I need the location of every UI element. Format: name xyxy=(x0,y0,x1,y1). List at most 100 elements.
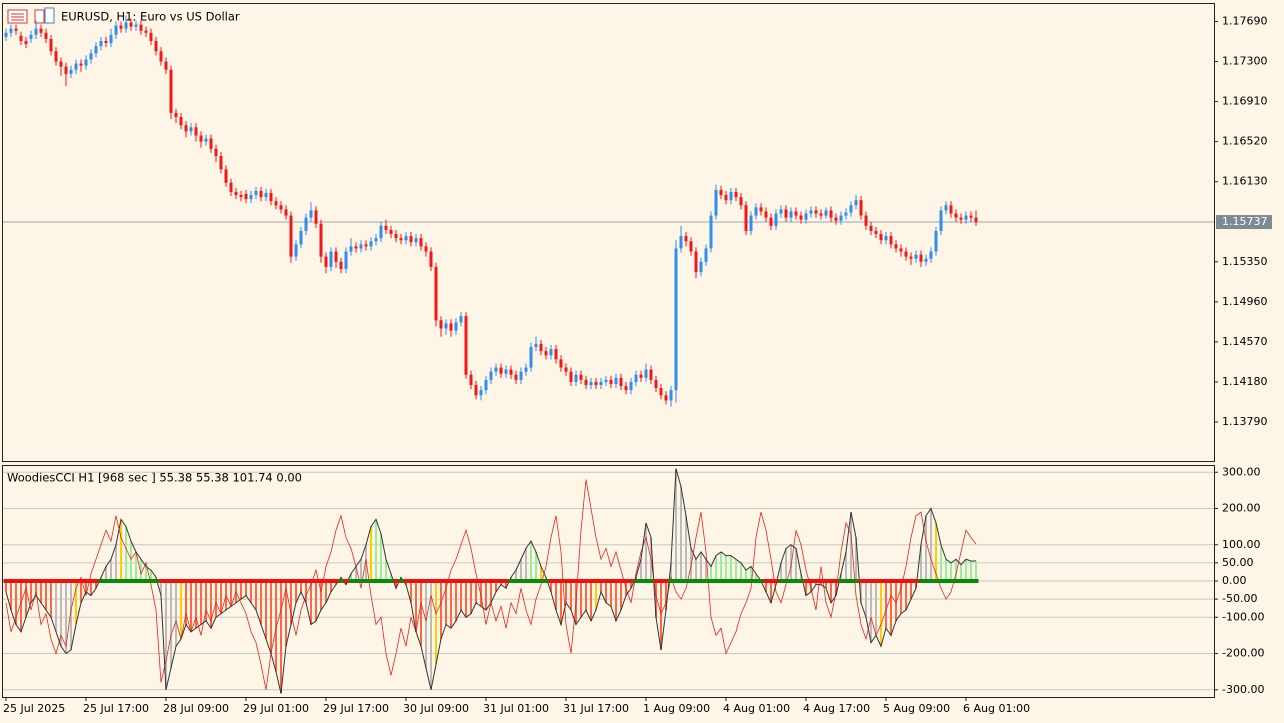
cci-bar xyxy=(215,581,217,618)
cci-bar xyxy=(205,581,207,621)
y-tick-label: 1.17300 xyxy=(1222,55,1268,68)
cci-bar xyxy=(240,581,242,600)
cci-line xyxy=(5,468,977,694)
cci-bar xyxy=(115,544,117,581)
cci-bar xyxy=(195,581,197,629)
y-tick-label: 1.13790 xyxy=(1222,415,1268,428)
cci-bar xyxy=(170,581,172,668)
cci-bar xyxy=(305,581,307,603)
candle-body xyxy=(464,316,468,375)
cci-bar xyxy=(800,573,802,581)
y-tick-label: 50.00 xyxy=(1222,556,1254,569)
candle-body xyxy=(729,191,733,201)
cci-bar xyxy=(220,581,222,614)
cci-bar xyxy=(285,581,287,647)
cci-bar xyxy=(905,581,907,610)
cci-bar xyxy=(975,560,977,581)
cci-bar xyxy=(550,581,552,592)
cci-bar xyxy=(740,562,742,581)
cci-bar xyxy=(160,581,162,596)
candle-body xyxy=(339,261,343,269)
candle-body xyxy=(699,261,703,273)
candle-body xyxy=(209,138,213,149)
cci-bar xyxy=(360,559,362,581)
cci-bar xyxy=(890,581,892,636)
candle-body xyxy=(459,316,463,323)
candle-body xyxy=(879,234,883,241)
candle-body xyxy=(214,148,218,157)
chart-icon-right[interactable] xyxy=(44,7,55,24)
chart-title: EURUSD, H1: Euro vs US Dollar xyxy=(61,10,240,24)
candle-body xyxy=(424,246,428,252)
cci-bar xyxy=(375,519,377,581)
candle-body xyxy=(294,244,298,257)
candle-body xyxy=(824,210,828,216)
cci-bar xyxy=(570,581,572,610)
candle-body xyxy=(629,381,633,391)
candle-body xyxy=(794,211,798,216)
cci-bar xyxy=(715,555,717,581)
cci-bar xyxy=(385,559,387,581)
candle-body xyxy=(84,59,88,66)
y-tick-label: 1.16520 xyxy=(1222,135,1268,148)
cci-bar xyxy=(260,581,262,625)
candle-body xyxy=(964,215,968,220)
candle-body xyxy=(189,127,193,132)
cci-bar xyxy=(395,581,397,589)
candle-body xyxy=(604,379,608,382)
cci-bar xyxy=(460,581,462,610)
cci-bar xyxy=(555,581,557,610)
cci-bar xyxy=(445,581,447,625)
toolbar-icons[interactable] xyxy=(7,7,55,24)
cci-bar xyxy=(950,562,952,581)
y-tick-label: 1.14960 xyxy=(1222,295,1268,308)
candle-body xyxy=(94,46,98,54)
cci-bar xyxy=(695,559,697,581)
candle-body xyxy=(619,377,623,387)
candle-body xyxy=(324,256,328,267)
cci-bar xyxy=(60,581,62,647)
candle-body xyxy=(579,374,583,380)
candle-body xyxy=(799,215,803,220)
x-tick-label: 30 Jul 09:00 xyxy=(403,702,469,715)
cci-bar xyxy=(935,523,937,581)
candle-body xyxy=(414,238,418,243)
candle-body xyxy=(144,30,148,33)
y-tick-label: 1.14180 xyxy=(1222,375,1268,388)
candle-body xyxy=(974,217,978,223)
cci-bar xyxy=(640,559,642,581)
cci-bar xyxy=(965,559,967,581)
cci-bar xyxy=(535,552,537,581)
candle-body xyxy=(174,112,178,117)
cci-bar xyxy=(700,552,702,581)
candle-body xyxy=(684,236,688,242)
candle-body xyxy=(334,251,338,262)
candle-body xyxy=(944,205,948,211)
candle-body xyxy=(744,205,748,231)
cci-bar xyxy=(325,581,327,603)
candle-body xyxy=(869,225,873,231)
cci-bar xyxy=(720,552,722,581)
cci-bar xyxy=(265,581,267,639)
candle-body xyxy=(159,51,163,62)
y-tick-label: 1.15350 xyxy=(1222,255,1268,268)
candle-body xyxy=(379,225,383,239)
cci-bar xyxy=(300,581,302,592)
candle-body xyxy=(639,374,643,378)
candle-body xyxy=(574,374,578,382)
cci-bar xyxy=(620,581,622,610)
cci-bar xyxy=(930,508,932,581)
candle-body xyxy=(329,251,333,267)
cci-bar xyxy=(175,581,177,647)
cci-bar xyxy=(600,581,602,592)
candle-body xyxy=(194,127,198,136)
candle-body xyxy=(719,189,723,196)
candle-body xyxy=(904,251,908,257)
cci-bar xyxy=(515,570,517,581)
chart-icon-left[interactable] xyxy=(34,9,45,24)
y-tick-label: -50.00 xyxy=(1222,592,1257,605)
y-tick-label: -200.00 xyxy=(1222,647,1264,660)
candle-body xyxy=(894,244,898,249)
candle-body xyxy=(259,190,263,198)
